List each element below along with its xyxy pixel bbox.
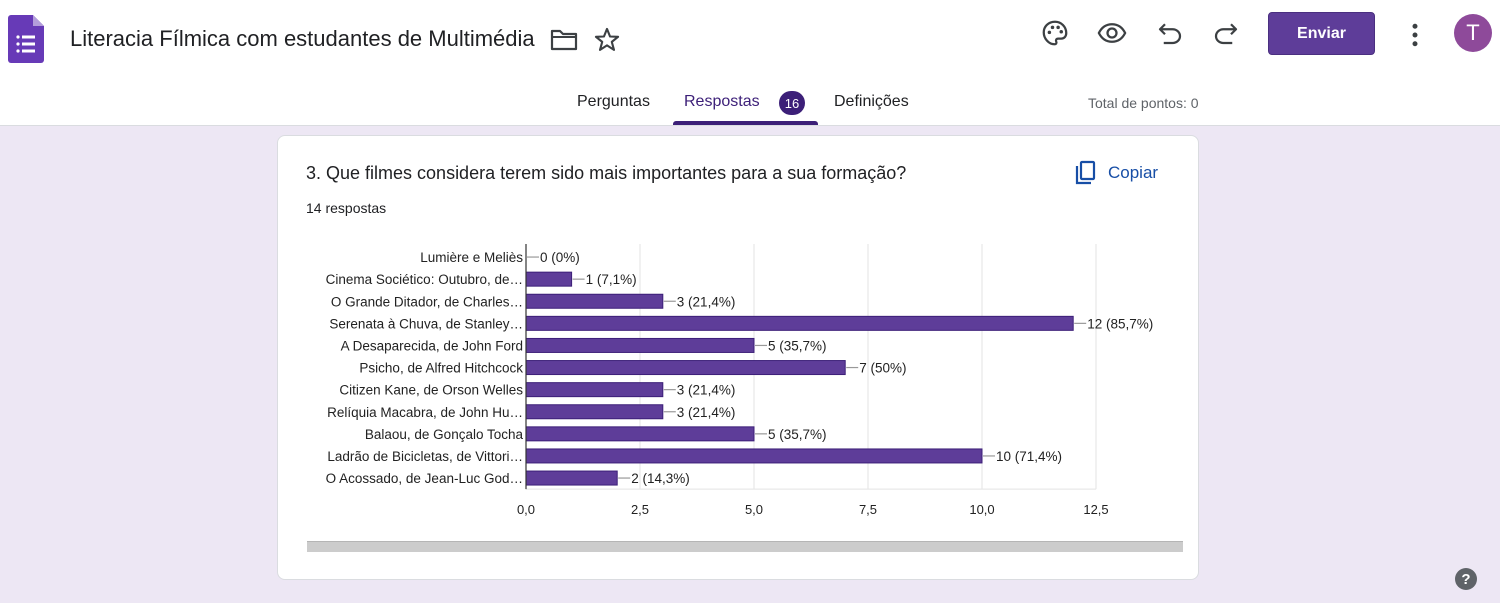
tab-responses[interactable]: Respostas [684,93,760,110]
category-label: Lumière e Meliès [420,250,523,265]
bar [525,404,664,420]
top-bar: Literacia Fílmica com estudantes de Mult… [0,0,1500,126]
bar [525,360,846,376]
x-tick-label: 2,5 [631,502,649,517]
bar-chart: 0,0 2,5 5,0 7,5 10,0 12,5 Lumière e Meliès 0 (0… [326,244,1153,517]
x-tick-label: 7,5 [859,502,877,517]
category-label: Relíquia Macabra, de John Hu… [327,405,523,420]
help-icon[interactable]: ? [1454,567,1478,591]
category-label: O Grande Ditador, de Charles… [331,294,523,309]
horizontal-scrollbar[interactable] [307,541,1183,552]
bar [525,470,618,486]
svg-text:?: ? [1461,571,1470,588]
category-label: Psicho, de Alfred Hitchcock [359,361,523,376]
category-label: Serenata à Chuva, de Stanley… [329,316,523,331]
copy-icon [1075,160,1096,185]
eye-icon[interactable] [1097,18,1127,48]
x-tick-label: 5,0 [745,502,763,517]
category-label: A Desaparecida, de John Ford [341,338,523,353]
data-label: 5 (35,7%) [768,427,827,442]
folder-icon[interactable] [550,28,578,52]
redo-icon[interactable] [1211,18,1241,48]
data-label: 3 (21,4%) [677,383,736,398]
data-label: 3 (21,4%) [677,294,736,309]
x-tick-label: 12,5 [1083,502,1108,517]
category-label: Balaou, de Gonçalo Tocha [365,427,524,442]
data-label: 1 (7,1%) [586,272,637,287]
category-label: O Acossado, de Jean-Luc God… [326,471,523,486]
bar [525,315,1074,331]
tab-settings[interactable]: Definições [834,93,909,110]
copy-label: Copiar [1108,163,1159,182]
forms-logo-icon[interactable] [8,15,44,63]
category-label: Citizen Kane, de Orson Welles [339,383,523,398]
question-summary-card: 3. Que filmes considera terem sido mais … [277,135,1199,580]
bar [525,426,755,442]
responses-count-badge: 16 [779,91,805,115]
bar [525,448,983,464]
category-label: Ladrão de Bicicletas, de Vittori… [327,449,523,464]
data-label: 3 (21,4%) [677,405,736,420]
star-icon[interactable] [593,26,621,54]
question-title: 3. Que filmes considera terem sido mais … [306,163,907,183]
avatar[interactable]: T [1454,14,1492,52]
data-label: 10 (71,4%) [996,449,1062,464]
copy-button[interactable]: Copiar [1074,158,1158,188]
data-label: 12 (85,7%) [1087,316,1153,331]
tab-bar: Perguntas Respostas 16 Definições Total … [0,80,1500,126]
palette-icon[interactable] [1040,18,1070,48]
response-count: 14 respostas [306,200,387,216]
bar [525,293,664,309]
data-label: 0 (0%) [540,250,580,265]
bar [525,382,664,398]
active-tab-indicator [673,121,818,125]
bar [525,337,755,353]
undo-icon[interactable] [1155,18,1185,48]
tab-questions[interactable]: Perguntas [577,93,650,110]
x-tick-label: 0,0 [517,502,535,517]
bar [525,271,573,287]
send-button[interactable]: Enviar [1268,12,1375,55]
data-label: 5 (35,7%) [768,338,827,353]
data-label: 7 (50%) [859,361,906,376]
total-points: Total de pontos: 0 [1088,95,1199,111]
x-tick-label: 10,0 [969,502,994,517]
data-label: 2 (14,3%) [631,471,690,486]
document-title[interactable]: Literacia Fílmica com estudantes de Mult… [70,26,535,51]
category-label: Cinema Sociético: Outubro, de… [326,272,523,287]
more-vert-icon[interactable] [1400,20,1430,50]
